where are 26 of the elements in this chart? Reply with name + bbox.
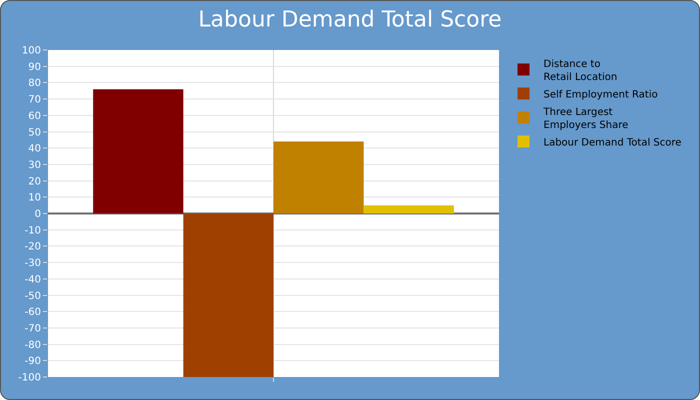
y-tick-label: 100 (22, 46, 41, 56)
legend-label: Three Largest Employers Share (542, 106, 628, 131)
legend-label: Labour Demand Total Score (544, 137, 682, 148)
y-tick-label: 20 (28, 176, 41, 188)
y-tick-label: 40 (28, 144, 41, 155)
y-tick-label: 70 (28, 94, 41, 106)
y-tick-label: -30 (24, 258, 41, 270)
y-tick-label: -60 (24, 307, 41, 318)
y-tick-label: -40 (24, 274, 41, 286)
y-tick-label: -70 (24, 323, 41, 334)
y-tick-label: 80 (28, 78, 41, 90)
legend-label: Distance to Retail Location (544, 58, 618, 83)
y-tick-label: -90 (24, 356, 41, 368)
y-tick-label: -80 (24, 340, 41, 351)
y-tick-label: 90 (28, 62, 41, 73)
legend-label: Self Employment Ratio (544, 89, 658, 100)
y-tick-label: -50 (24, 290, 41, 302)
y-tick-label: 30 (28, 160, 41, 171)
y-tick-label: 60 (28, 110, 41, 122)
y-tick-label: -20 (24, 242, 41, 253)
y-tick-label: 10 (28, 192, 41, 204)
y-tick-label: 50 (28, 127, 41, 138)
chart-title: Labour Demand Total Score (198, 7, 502, 32)
y-tick-label: -100 (18, 372, 41, 384)
y-tick-label: -10 (24, 225, 41, 236)
y-tick-label: 0 (34, 209, 41, 220)
